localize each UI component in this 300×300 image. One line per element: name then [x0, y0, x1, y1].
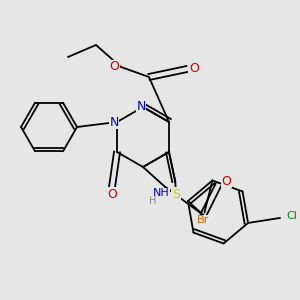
Text: S: S: [172, 188, 180, 201]
Text: O: O: [221, 175, 231, 188]
Text: O: O: [189, 62, 199, 76]
Text: O: O: [109, 61, 119, 74]
Text: H: H: [148, 196, 156, 206]
Text: N: N: [136, 100, 146, 112]
Text: Cl: Cl: [286, 211, 298, 221]
Text: Br: Br: [197, 215, 210, 226]
Text: O: O: [107, 188, 117, 200]
Text: N: N: [109, 116, 119, 128]
Text: NH: NH: [153, 188, 170, 198]
